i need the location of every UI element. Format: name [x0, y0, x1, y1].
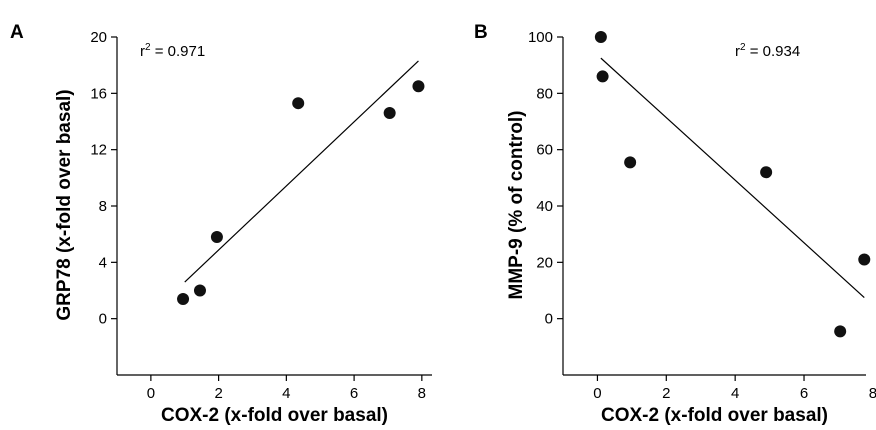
panel-a-y-axis-title: GRP78 (x-fold over basal) [54, 89, 75, 320]
panel-b-label: B [474, 22, 488, 43]
panel-b-data-point [858, 253, 871, 266]
panel-b-y-tick-label: 40 [536, 198, 553, 215]
panel-b-data-point [760, 166, 773, 179]
panel-a-y-tick-label: 8 [99, 198, 107, 215]
panel-a-data-point [193, 284, 206, 297]
panel-b-y-tick-label: 20 [536, 254, 553, 271]
panel-a-data-point [177, 292, 190, 305]
panel-b-y-tick-label: 80 [536, 85, 553, 102]
panel-b-regression-line [600, 57, 865, 298]
panel-b-data-point [594, 31, 607, 43]
panel-a-y-tick-label: 16 [90, 85, 107, 102]
panel-b-data-point [834, 325, 847, 338]
panel-b-x-tick-label: 8 [869, 385, 876, 402]
panel-a-data-point [292, 97, 305, 110]
panel-a-x-tick-label: 8 [418, 385, 426, 402]
panel-b-x-tick-label: 2 [662, 385, 670, 402]
panel-a-x-tick-label: 0 [147, 385, 155, 402]
panel-b-y-axis-title: MMP-9 (% of control) [506, 111, 527, 300]
panel-b-y-tick-label: 0 [545, 311, 553, 328]
panel-a-label: A [10, 22, 24, 43]
panel-a: A 0 2 4 6 8 0 4 8 12 16 20 COX-2 (x-fold over basal)… [10, 22, 432, 426]
panel-a-y-tick-label: 0 [99, 311, 107, 328]
panel-b-y-tick-label: 100 [528, 29, 553, 46]
panel-b-y-tick-label: 60 [536, 142, 553, 159]
panel-b-r-squared: r2 = 0.934 [735, 42, 800, 60]
panel-a-r-squared: r2 = 0.971 [140, 42, 205, 60]
panel-a-data-point [383, 107, 396, 120]
panel-a-y-tick-label: 4 [99, 254, 107, 271]
panel-a-y-tick-label: 12 [90, 142, 107, 159]
panel-a-data-point [210, 230, 223, 243]
panel-b-x-tick-label: 4 [731, 385, 739, 402]
panel-a-x-axis-title: COX-2 (x-fold over basal) [161, 405, 388, 426]
panel-a-data-point [412, 80, 425, 93]
panel-a-y-tick-label: 20 [90, 29, 107, 46]
panel-b-data-point [596, 70, 609, 83]
panel-b-x-tick-label: 6 [800, 385, 808, 402]
panel-a-x-tick-label: 2 [214, 385, 222, 402]
panel-b-x-tick-label: 0 [593, 385, 601, 402]
panel-a-x-tick-label: 6 [350, 385, 358, 402]
panel-b-x-axis-title: COX-2 (x-fold over basal) [601, 405, 828, 426]
panel-a-regression-line [184, 60, 419, 283]
panel-b-data-point [624, 156, 637, 169]
panel-a-x-tick-label: 4 [282, 385, 290, 402]
